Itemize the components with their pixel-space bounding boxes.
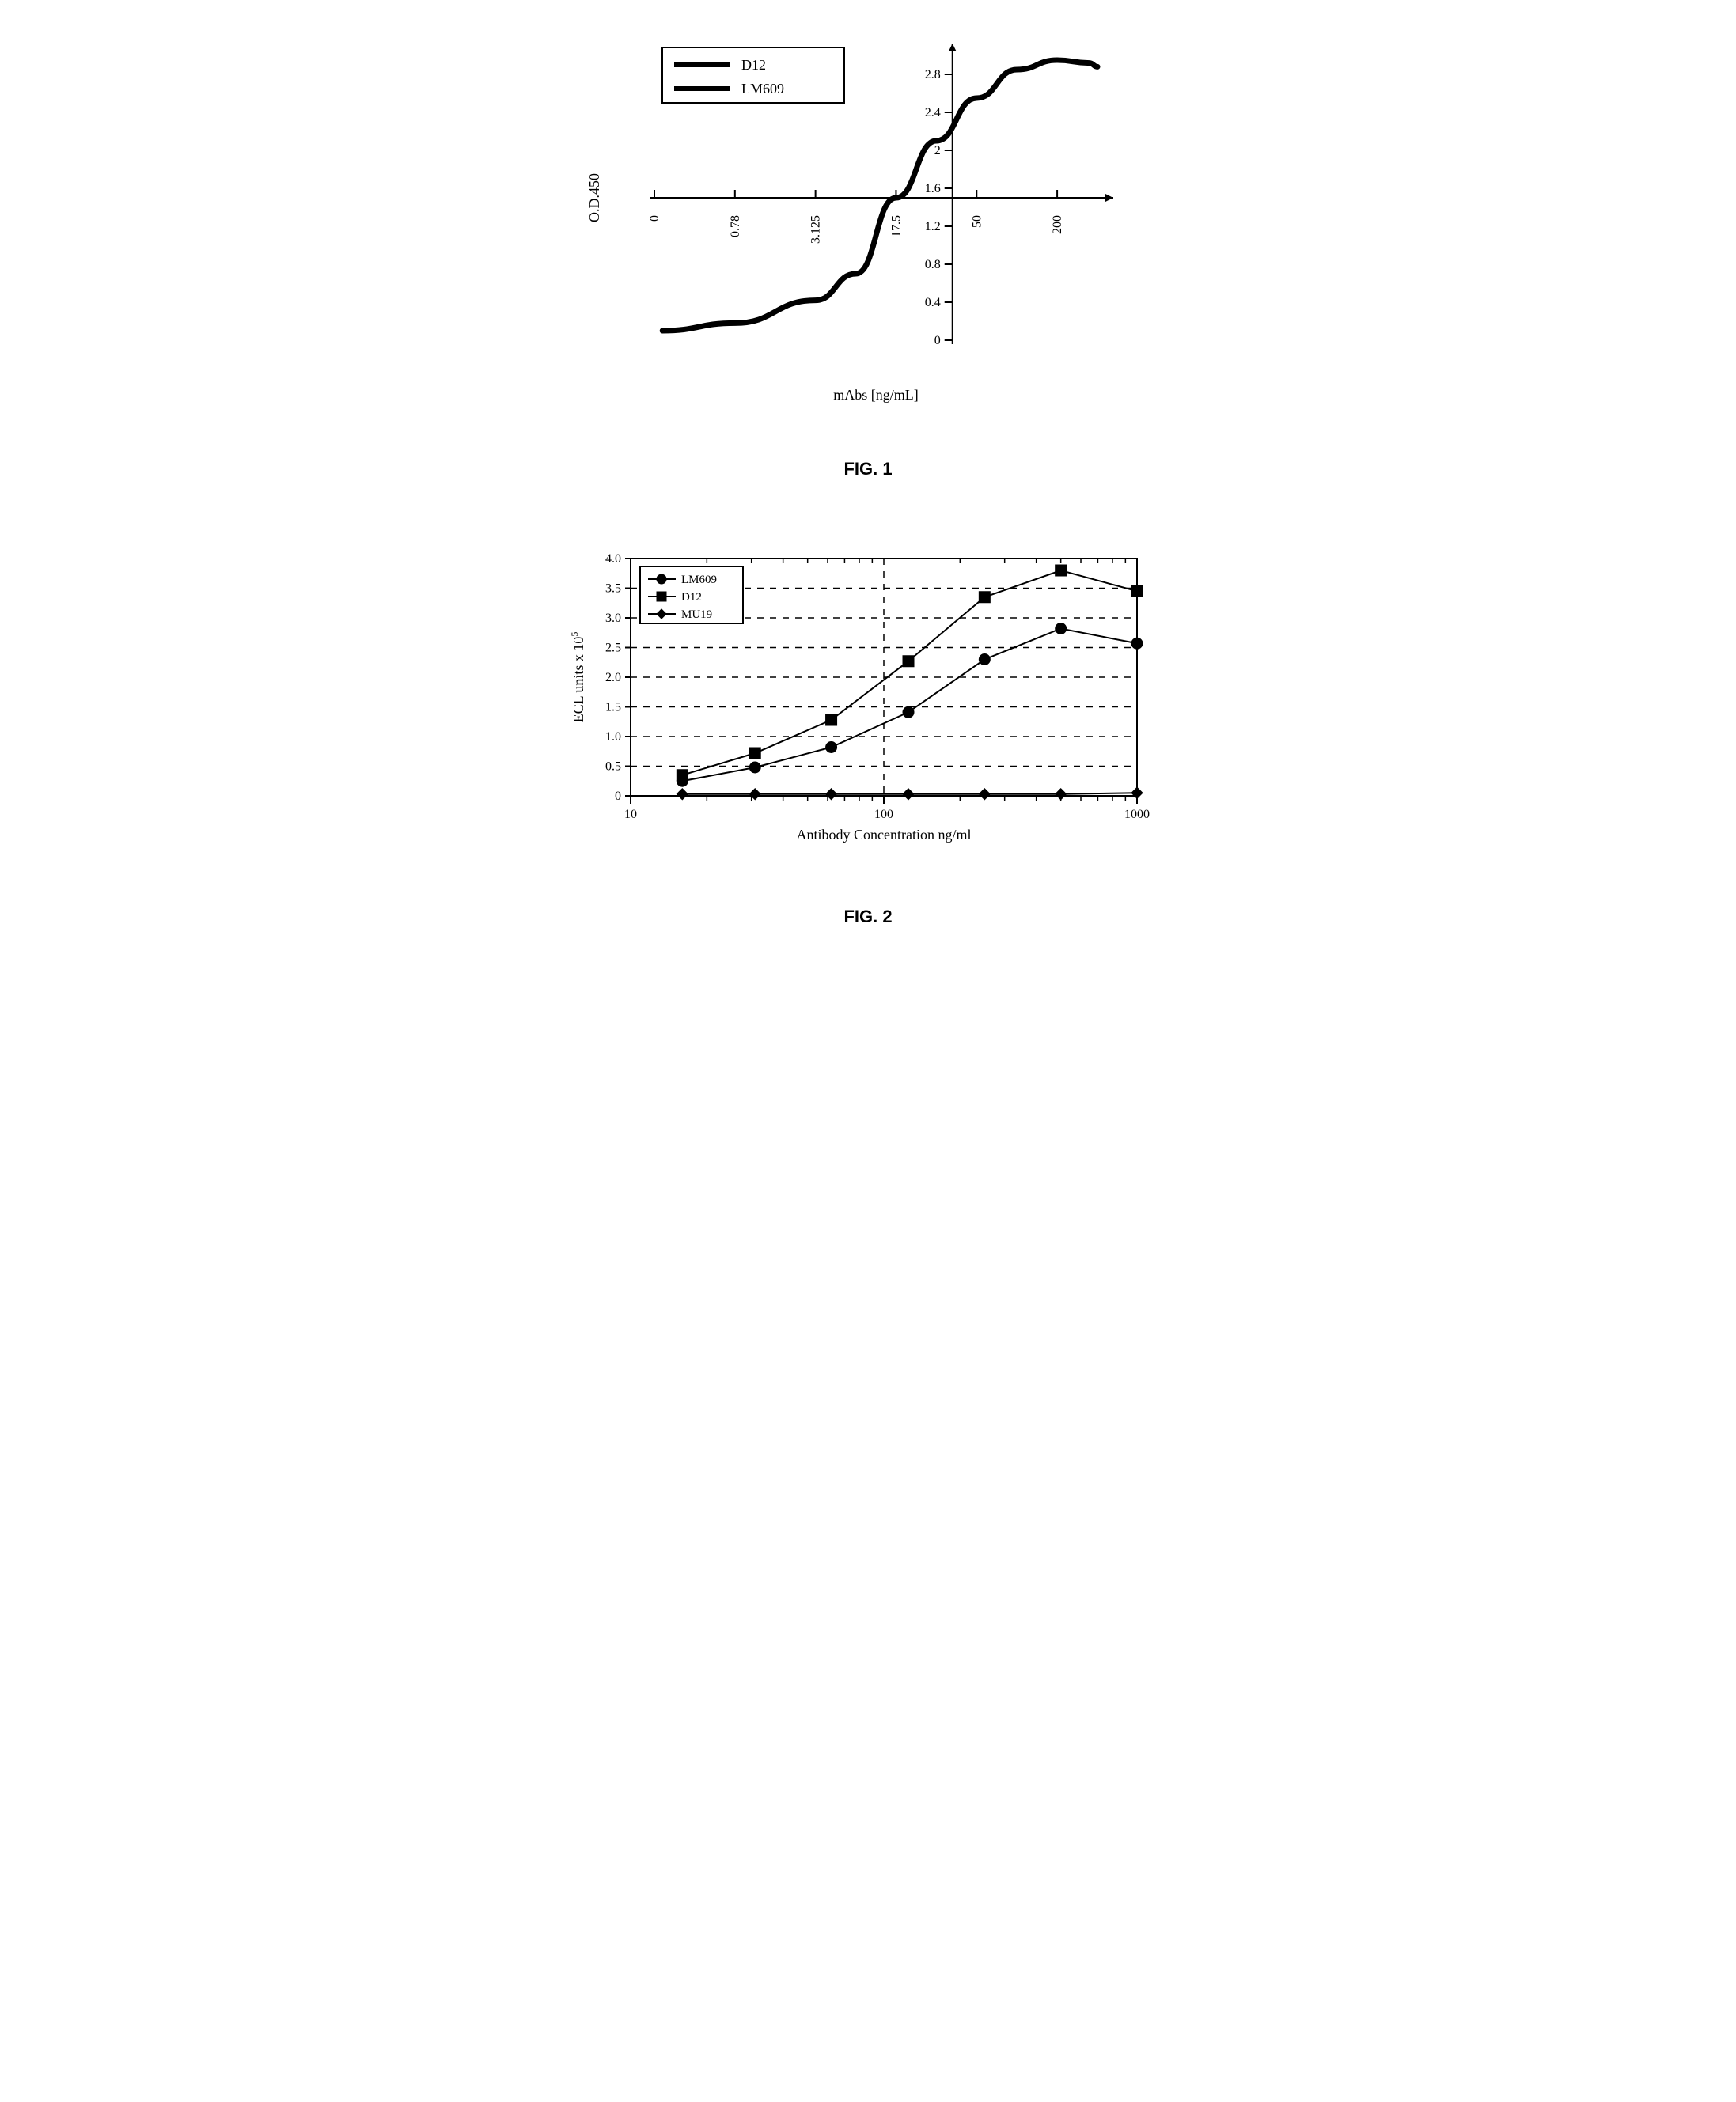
- svg-text:3.0: 3.0: [605, 612, 621, 625]
- fig2-chart: 0 0.5 1.0 1.5 2.0 2.5 3.0 3.5 4.0 10 100 1000 LM609 D…: [552, 543, 1184, 891]
- svg-text:D12: D12: [741, 57, 766, 73]
- svg-text:2.8: 2.8: [925, 68, 941, 81]
- svg-text:mAbs [ng/mL]: mAbs [ng/mL]: [833, 387, 919, 403]
- svg-text:0: 0: [648, 215, 661, 222]
- fig1-caption: FIG. 1: [843, 459, 892, 479]
- svg-text:0: 0: [615, 790, 621, 803]
- svg-text:100: 100: [874, 808, 893, 821]
- svg-text:200: 200: [1051, 215, 1064, 234]
- svg-text:1000: 1000: [1124, 808, 1150, 821]
- svg-text:1.2: 1.2: [925, 220, 941, 233]
- svg-text:2.5: 2.5: [605, 642, 621, 655]
- fig2-caption: FIG. 2: [843, 907, 892, 927]
- svg-text:50: 50: [970, 215, 984, 228]
- svg-text:2.0: 2.0: [605, 671, 621, 684]
- svg-text:2: 2: [934, 144, 941, 157]
- svg-text:1.0: 1.0: [605, 730, 621, 744]
- svg-text:MU19: MU19: [681, 608, 712, 621]
- svg-text:Antibody Concentration ng/ml: Antibody Concentration ng/ml: [797, 827, 972, 843]
- svg-text:10: 10: [624, 808, 637, 821]
- fig1-svg: 0 0.78 3.125 17.5 50 200 0 0.4 0.8 1.2 1.6 2 2.4 2.8 D…: [567, 32, 1169, 443]
- svg-text:D12: D12: [681, 591, 702, 604]
- svg-text:4.0: 4.0: [605, 552, 621, 566]
- svg-text:0.78: 0.78: [729, 215, 742, 237]
- svg-text:1.5: 1.5: [605, 701, 621, 714]
- svg-text:3.5: 3.5: [605, 582, 621, 596]
- svg-text:0.8: 0.8: [925, 258, 941, 271]
- svg-text:17.5: 17.5: [889, 215, 903, 237]
- svg-text:1.6: 1.6: [925, 182, 941, 195]
- svg-text:ECL units x 105: ECL units x 105: [569, 632, 586, 723]
- svg-text:LM609: LM609: [681, 574, 717, 586]
- fig2-svg: 0 0.5 1.0 1.5 2.0 2.5 3.0 3.5 4.0 10 100 1000 LM609 D…: [552, 543, 1184, 891]
- svg-text:O.D.450: O.D.450: [586, 173, 602, 222]
- svg-text:3.125: 3.125: [809, 215, 823, 244]
- svg-text:0.4: 0.4: [925, 296, 941, 309]
- fig1-chart: 0 0.78 3.125 17.5 50 200 0 0.4 0.8 1.2 1.6 2 2.4 2.8 D…: [567, 32, 1169, 443]
- svg-text:0: 0: [934, 334, 941, 347]
- figure-2: 0 0.5 1.0 1.5 2.0 2.5 3.0 3.5 4.0 10 100 1000 LM609 D…: [32, 543, 1704, 927]
- svg-text:0.5: 0.5: [605, 760, 621, 774]
- svg-text:LM609: LM609: [741, 81, 784, 97]
- svg-text:2.4: 2.4: [925, 106, 941, 119]
- figure-1: 0 0.78 3.125 17.5 50 200 0 0.4 0.8 1.2 1.6 2 2.4 2.8 D…: [32, 32, 1704, 479]
